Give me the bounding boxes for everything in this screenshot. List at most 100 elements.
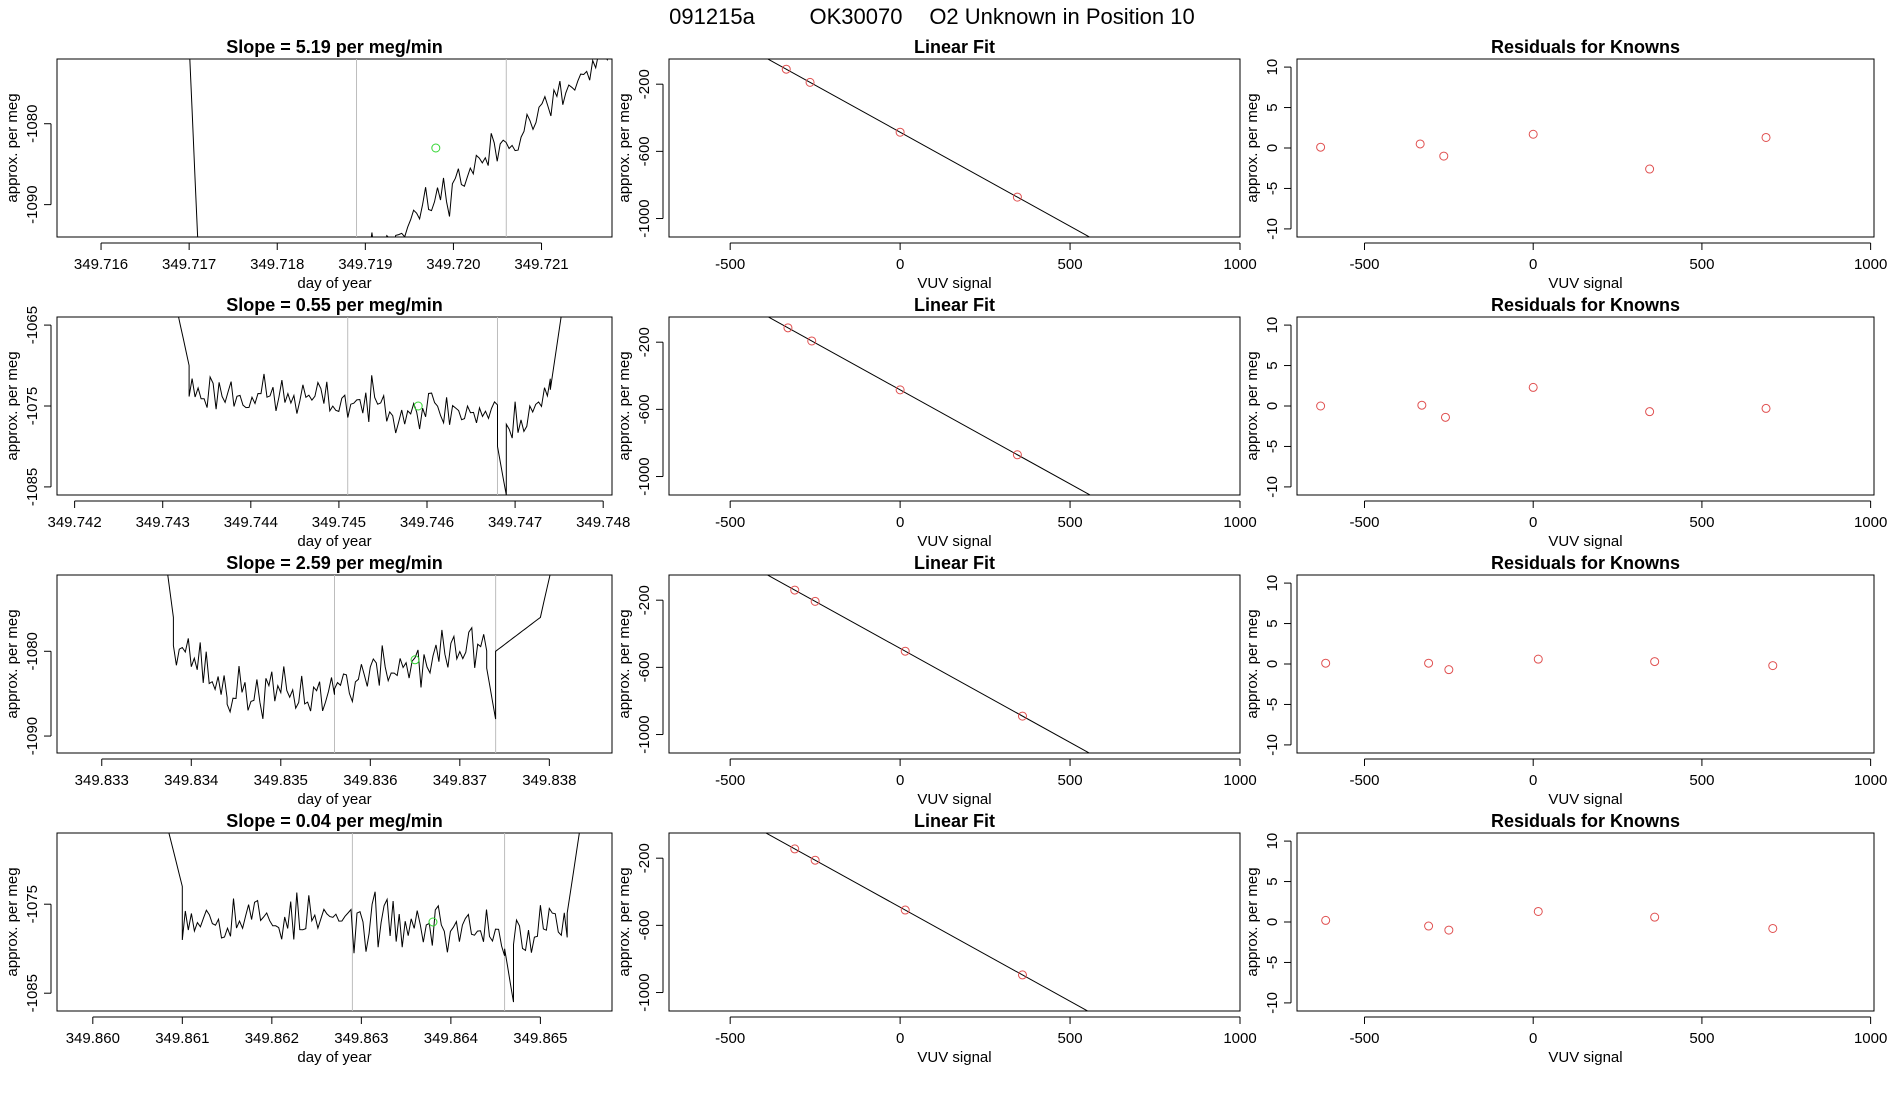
figure-title: 091215a OK30070 O2 Unknown in Position 1… [669, 4, 1195, 29]
chart-panel-residuals-row2: Residuals for Knowns -500 0 500 1000 VUV sign… [1244, 295, 1887, 550]
x-tick-label: 500 [1689, 772, 1714, 789]
y-tick-label: 5 [1264, 619, 1281, 627]
y-axis-label: approx. per meg [4, 93, 21, 202]
y-tick-label: -5 [1264, 698, 1281, 711]
x-tick-label: 0 [1529, 256, 1537, 273]
chart-panel-linear-fit-row3: Linear Fit -500 0 500 1000 VUV signal -200 -600… [616, 553, 1257, 830]
y-tick-label: -600 [636, 910, 653, 940]
panel-title: Linear Fit [914, 37, 995, 57]
unknown-point [1217, 822, 1225, 830]
x-tick-label: 0 [896, 772, 904, 789]
y-tick-label: -600 [636, 136, 653, 166]
x-axis-label: VUV signal [917, 791, 991, 808]
x-tick-label: 0 [896, 256, 904, 273]
known-point [810, 596, 820, 606]
plot-frame [56, 58, 613, 238]
panel-title: Slope = 0.04 per meg/min [226, 811, 443, 831]
x-tick-label: -500 [715, 772, 745, 789]
x-tick-label: -500 [715, 1030, 745, 1047]
residual-point [1650, 912, 1660, 922]
unknown-point [1216, 563, 1224, 571]
chart-panel-residuals-row1: Residuals for Knowns -500 0 500 1000 VUV sign… [1244, 37, 1887, 292]
plot-area [766, 575, 1225, 830]
x-tick-label: 349.748 [576, 514, 630, 531]
x-tick-label: 0 [896, 1030, 904, 1047]
residual-point [1417, 400, 1427, 410]
x-tick-label: -500 [715, 514, 745, 531]
residual-point [1761, 403, 1771, 413]
known-point [781, 64, 791, 74]
known-point [682, 267, 690, 275]
residual-point [1533, 906, 1543, 916]
x-tick-label: 349.720 [426, 256, 480, 273]
known-point [810, 855, 820, 865]
y-tick-label: -1075 [24, 885, 41, 923]
x-tick-label: 500 [1058, 256, 1083, 273]
x-tick-label: 349.716 [74, 256, 128, 273]
y-tick-label: -200 [636, 843, 653, 873]
panel-title: Linear Fit [914, 553, 995, 573]
fit-line [767, 317, 1092, 495]
x-tick-label: 1000 [1223, 256, 1256, 273]
y-tick-label: -1075 [24, 387, 41, 425]
y-tick-label: 10 [1264, 833, 1281, 850]
plot-area [178, 317, 562, 495]
fit-line [764, 833, 1089, 1011]
figure-title-description: O2 Unknown in Position 10 [929, 4, 1194, 29]
residual-point [1424, 921, 1434, 931]
panel-title: Residuals for Knowns [1491, 37, 1680, 57]
plot-area [189, 59, 609, 237]
x-tick-label: 349.718 [250, 256, 304, 273]
x-tick-label: 349.865 [513, 1030, 567, 1047]
chart-panel-linear-fit-row1: Linear Fit -500 0 500 1000 VUV signal -200 -600… [616, 37, 1257, 292]
y-tick-label: -10 [1264, 992, 1281, 1014]
known-point [1017, 711, 1027, 721]
residual-point [1768, 661, 1778, 671]
x-tick-label: 1000 [1854, 514, 1887, 531]
x-tick-label: 1000 [1854, 256, 1887, 273]
plot-frame [1296, 58, 1875, 238]
x-tick-label: 349.742 [48, 514, 102, 531]
residual-point [1533, 654, 1543, 664]
fit-line [766, 575, 1091, 753]
x-tick-label: 349.745 [312, 514, 366, 531]
y-tick-label: 5 [1264, 361, 1281, 369]
y-tick-label: -1090 [24, 185, 41, 223]
residual-point [1650, 657, 1660, 667]
y-tick-label: -5 [1264, 440, 1281, 453]
x-tick-label: 349.721 [514, 256, 568, 273]
plot-area [1321, 906, 1778, 935]
panel-title: Slope = 0.55 per meg/min [226, 295, 443, 315]
residual-point [1440, 412, 1450, 422]
figure-title-run: 091215a [669, 4, 755, 29]
unknown-point-marker [413, 401, 423, 411]
chart-panel-residuals-row3: Residuals for Knowns -500 0 500 1000 VUV sign… [1244, 553, 1887, 808]
signal-trace [178, 317, 562, 495]
y-tick-label: -10 [1264, 734, 1281, 756]
x-tick-label: 500 [1058, 772, 1083, 789]
known-point [900, 905, 910, 915]
known-point [900, 646, 910, 656]
known-point [1017, 970, 1027, 980]
y-tick-label: 5 [1264, 103, 1281, 111]
y-axis-label: approx. per meg [4, 351, 21, 460]
known-point [687, 788, 695, 796]
residual-point [1316, 142, 1326, 152]
chart-panel-residuals-row4: Residuals for Knowns -500 0 500 1000 VUV sign… [1244, 811, 1887, 1066]
y-axis-label: approx. per meg [616, 609, 633, 718]
y-tick-label: -10 [1264, 218, 1281, 240]
x-axis-label: VUV signal [917, 275, 991, 292]
x-tick-label: 349.836 [343, 772, 397, 789]
signal-trace [167, 575, 551, 720]
x-tick-label: 349.862 [245, 1030, 299, 1047]
x-axis-label: day of year [297, 275, 371, 292]
known-point [1137, 1037, 1145, 1045]
x-tick-label: -500 [1349, 1030, 1379, 1047]
y-tick-label: -1000 [636, 199, 653, 237]
residual-point [1528, 129, 1538, 139]
x-tick-label: 0 [896, 514, 904, 531]
x-tick-label: 349.744 [224, 514, 278, 531]
y-axis-label: approx. per meg [616, 93, 633, 202]
residual-point [1761, 132, 1771, 142]
